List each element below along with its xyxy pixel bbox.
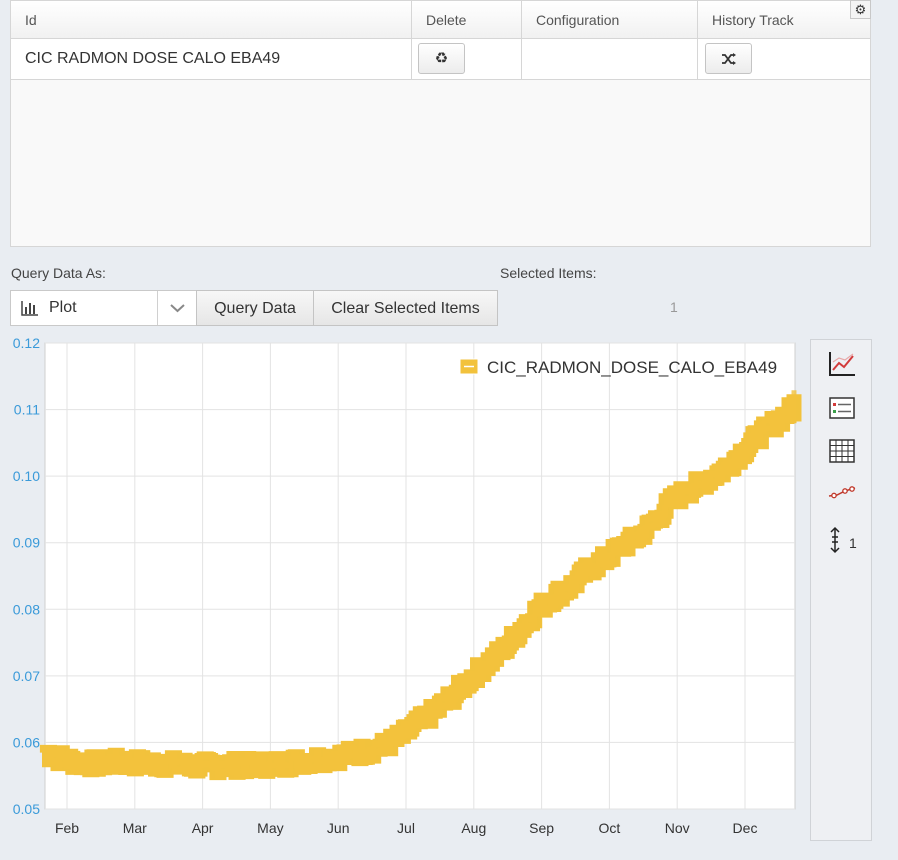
gear-icon: ⚙ — [854, 2, 867, 17]
clear-selected-items-button[interactable]: Clear Selected Items — [313, 290, 498, 326]
vertical-axis-icon[interactable] — [827, 526, 843, 554]
items-grid: Id Delete Configuration History Track CI… — [10, 0, 871, 247]
column-header-configuration[interactable]: Configuration — [522, 1, 698, 39]
recycle-icon: ♻ — [434, 50, 449, 67]
x-tick-label: Nov — [665, 820, 690, 836]
row-history-cell — [698, 39, 872, 79]
line-chart-icon[interactable] — [827, 350, 857, 378]
x-tick-label: Oct — [599, 820, 621, 836]
x-tick-label: Aug — [461, 820, 486, 836]
query-mode-select[interactable]: Plot — [10, 290, 197, 326]
axis-count: 1 — [849, 535, 857, 551]
legend-icon[interactable] — [827, 394, 857, 422]
x-tick-label: Jul — [397, 820, 415, 836]
shuffle-icon — [721, 53, 736, 66]
y-tick-label: 0.10 — [13, 468, 40, 484]
query-data-button[interactable]: Query Data — [196, 290, 314, 326]
row-configuration-cell — [522, 39, 698, 79]
y-tick-label: 0.06 — [13, 734, 40, 750]
x-tick-label: Mar — [123, 820, 147, 836]
selected-items-count: 1 — [670, 299, 678, 315]
y-tick-label: 0.09 — [13, 535, 40, 551]
query-data-as-label: Query Data As: — [11, 265, 106, 281]
y-tick-label: 0.12 — [13, 335, 40, 351]
legend-label[interactable]: CIC_RADMON_DOSE_CALO_EBA49 — [487, 358, 777, 377]
column-header-delete[interactable]: Delete — [412, 1, 522, 39]
grid-settings-button[interactable]: ⚙ — [850, 0, 871, 19]
column-header-history-track[interactable]: History Track — [712, 12, 794, 28]
column-header-id[interactable]: Id — [11, 1, 412, 39]
y-tick-label: 0.05 — [13, 801, 40, 817]
row-id-cell[interactable]: CIC RADMON DOSE CALO EBA49 — [11, 39, 412, 79]
x-tick-label: Sep — [529, 820, 554, 836]
grid-icon[interactable] — [827, 437, 857, 465]
bar-chart-icon — [21, 301, 38, 316]
grid-header: Id Delete Configuration History Track — [11, 1, 870, 39]
delete-button[interactable]: ♻ — [418, 43, 465, 74]
query-mode-dropdown-toggle[interactable] — [157, 291, 196, 325]
x-tick-label: Apr — [192, 820, 214, 836]
y-tick-label: 0.07 — [13, 668, 40, 684]
y-tick-label: 0.11 — [14, 402, 40, 418]
series-line-spread — [44, 390, 797, 772]
y-tick-label: 0.08 — [13, 601, 40, 617]
history-track-button[interactable] — [705, 43, 752, 74]
chevron-down-icon — [170, 304, 185, 313]
row-delete-cell: ♻ — [412, 39, 522, 79]
table-row[interactable]: CIC RADMON DOSE CALO EBA49 ♻ — [11, 39, 870, 80]
selected-items-label: Selected Items: — [500, 265, 597, 281]
chart-tools-sidebar: 1 — [810, 339, 872, 841]
x-tick-label: Jun — [327, 820, 350, 836]
query-mode-value: Plot — [49, 299, 77, 316]
x-tick-label: May — [257, 820, 283, 836]
chart-background — [44, 342, 796, 810]
markers-icon[interactable] — [827, 478, 857, 506]
line-chart[interactable]: 0.05 0.06 0.07 0.08 0.09 0.10 0.11 0.12 Feb Mar A… — [0, 335, 810, 855]
x-tick-label: Dec — [733, 820, 758, 836]
plot-area[interactable]: 0.05 0.06 0.07 0.08 0.09 0.10 0.11 0.12 Feb Mar A… — [0, 335, 810, 855]
x-tick-label: Feb — [55, 820, 79, 836]
